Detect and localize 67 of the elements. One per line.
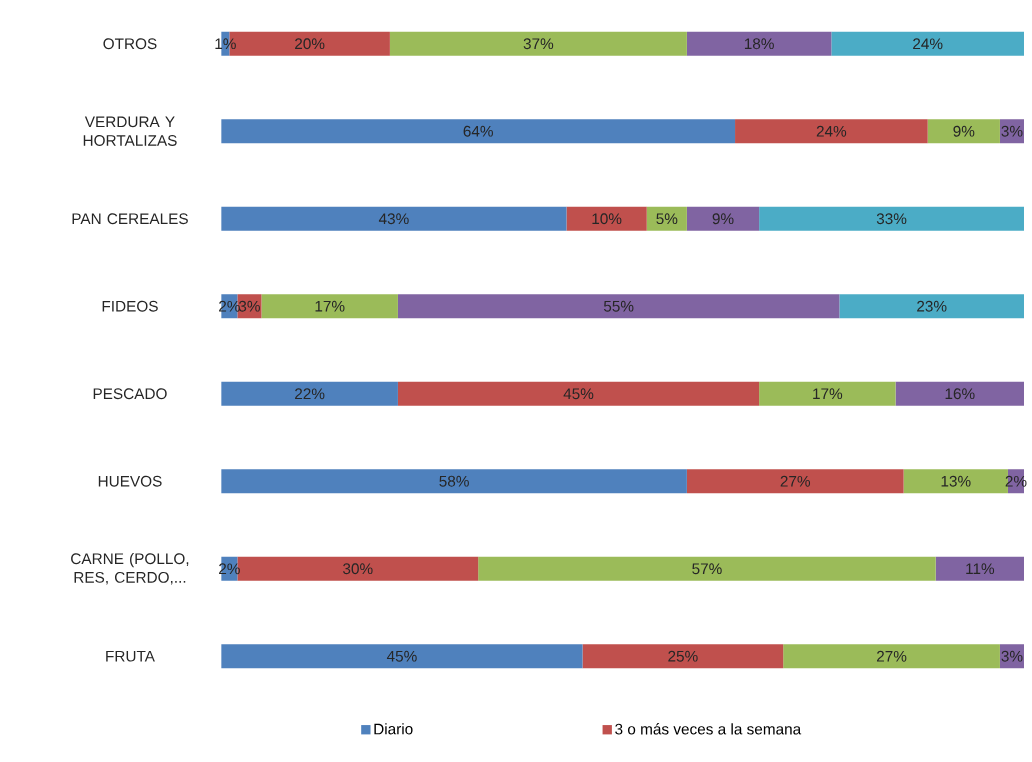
bar <box>221 381 398 406</box>
y-tick-label: PESCADO <box>93 388 167 400</box>
bar <box>735 119 928 144</box>
bar <box>566 206 647 231</box>
data-label: 18% <box>744 38 774 50</box>
data-label: 23% <box>917 300 947 312</box>
data-label: 10% <box>592 213 622 225</box>
data-label: 16% <box>945 388 975 400</box>
data-label: 3% <box>1001 125 1023 137</box>
bar <box>646 206 687 231</box>
y-tick-label: FRUTA <box>106 650 155 662</box>
bar <box>221 644 583 669</box>
bar <box>839 294 1024 319</box>
y-tick-label: HUEVOS <box>98 475 162 487</box>
bar <box>261 294 398 319</box>
bar <box>686 206 760 231</box>
data-label: 22% <box>295 388 325 400</box>
bar <box>478 556 936 581</box>
y-tick-label: CARNE (POLLO, RES, CERDO,... <box>71 552 189 585</box>
legend-label: 3 o más veces a la semana <box>615 723 802 735</box>
y-tick-label: FIDEOS <box>102 300 158 312</box>
data-label: 13% <box>941 475 971 487</box>
data-label: 57% <box>692 563 722 575</box>
data-label: 30% <box>343 563 373 575</box>
bar <box>935 556 1024 581</box>
data-label: 45% <box>563 388 594 400</box>
data-label: 58% <box>439 475 469 487</box>
data-label: 64% <box>463 125 493 137</box>
data-label: 37% <box>523 38 554 50</box>
data-label: 27% <box>780 475 811 487</box>
data-label: 9% <box>953 125 975 137</box>
legend-label: Diario <box>374 723 413 735</box>
data-label: 45% <box>386 650 417 662</box>
bar <box>582 644 784 669</box>
data-label: 24% <box>913 38 943 50</box>
data-label: 17% <box>813 388 843 400</box>
bar <box>397 381 760 406</box>
bar <box>927 119 1000 144</box>
bar <box>686 31 832 56</box>
data-label: 20% <box>295 38 325 50</box>
data-label: 3% <box>238 300 260 312</box>
y-tick-label: PAN CEREALES <box>72 213 188 225</box>
bar <box>221 206 567 231</box>
bar <box>895 381 1024 406</box>
y-tick-label: OTROS <box>103 38 157 50</box>
bar <box>783 644 1000 669</box>
bar <box>221 119 736 144</box>
data-label: 25% <box>668 650 698 662</box>
data-label: 1% <box>215 38 236 50</box>
bar <box>759 381 896 406</box>
data-label: 24% <box>816 125 847 137</box>
bar <box>831 31 1024 56</box>
bar <box>389 31 687 56</box>
data-label: 55% <box>603 300 634 312</box>
data-label: 17% <box>315 300 345 312</box>
bar <box>686 469 904 494</box>
y-tick-label: VERDURA Y HORTALIZAS <box>83 116 177 146</box>
data-label: 11% <box>966 563 995 575</box>
data-label: 33% <box>876 213 907 225</box>
data-label: 9% <box>712 213 734 225</box>
data-label: 43% <box>378 213 409 225</box>
data-label: 5% <box>656 213 678 225</box>
bar <box>759 206 1024 231</box>
bar <box>221 469 687 494</box>
bar <box>397 294 840 319</box>
data-label: 27% <box>876 650 907 662</box>
data-label: 3% <box>1001 650 1023 662</box>
